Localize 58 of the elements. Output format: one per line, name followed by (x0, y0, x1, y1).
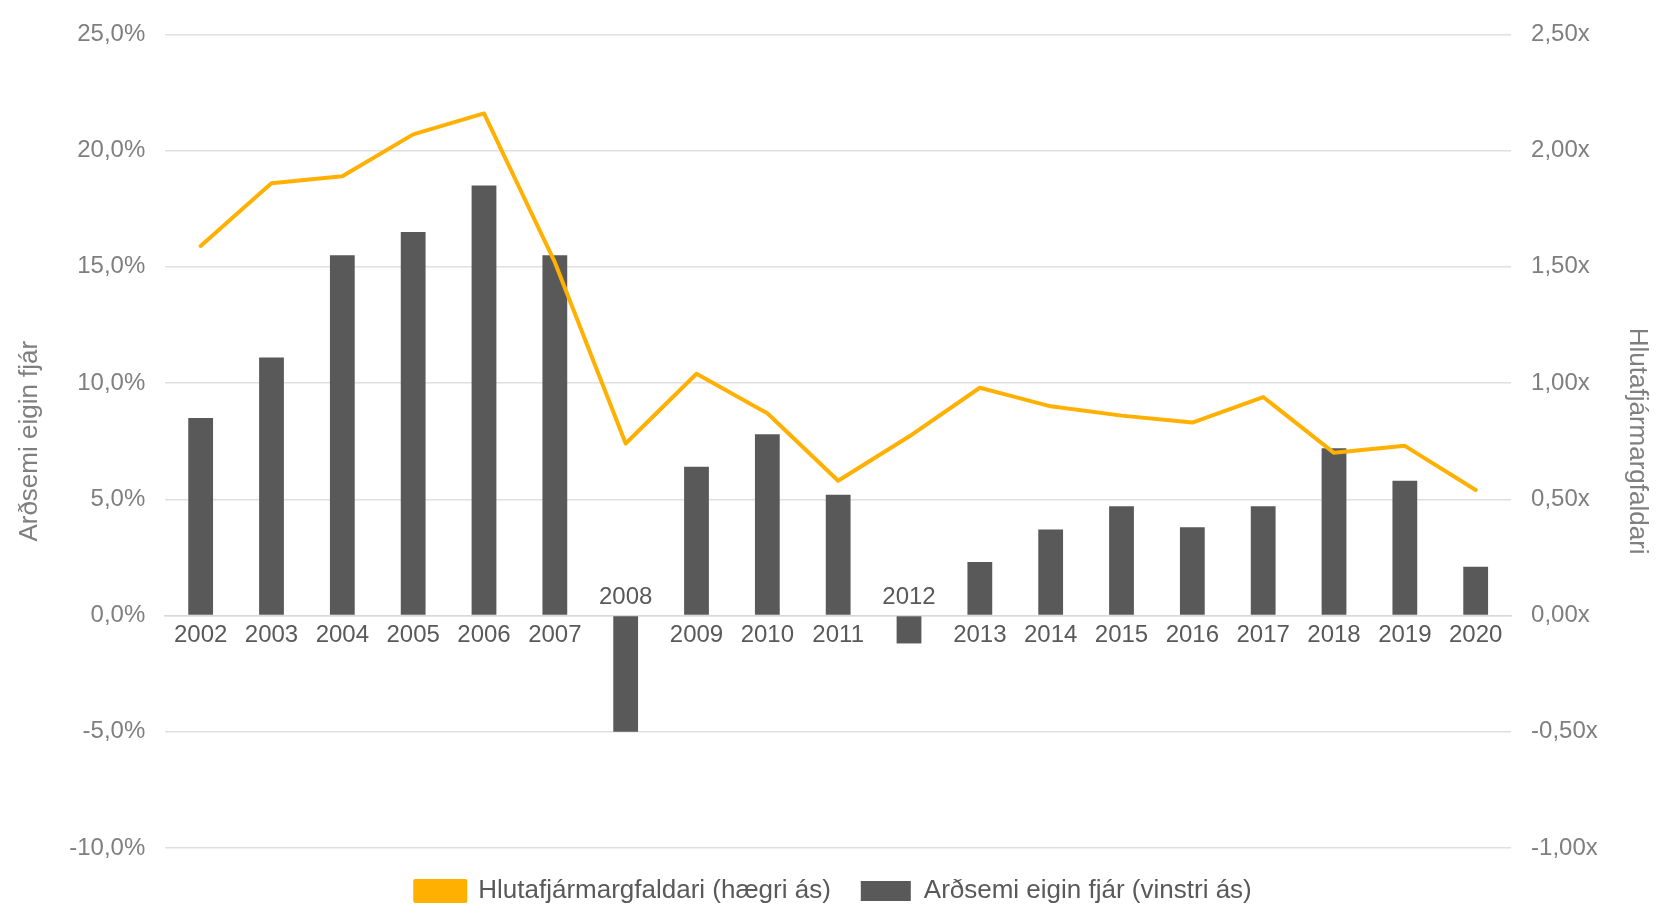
bar (1392, 480, 1418, 615)
bar (188, 417, 214, 615)
bar (1321, 448, 1347, 615)
x-tick-label: 2016 (1165, 620, 1220, 648)
y2-tick-label: -0,50x (1531, 716, 1598, 744)
x-tick-label: 2006 (457, 620, 511, 648)
x-tick-label: 2014 (1023, 620, 1078, 648)
y-tick-label: 10,0% (77, 367, 146, 395)
y2-tick-label: -1,00x (1531, 832, 1598, 860)
bar (896, 616, 922, 644)
bar (471, 185, 497, 615)
bar (400, 231, 426, 615)
bar (1109, 506, 1134, 615)
y-axis-title: Arðsemi eigin fjár (12, 340, 43, 542)
x-tick-label: 2005 (386, 620, 440, 648)
y-tick-label: 20,0% (77, 135, 146, 163)
bar (1038, 529, 1064, 615)
x-tick-label: 2008 (598, 582, 653, 610)
y2-tick-label: 2,00x (1531, 135, 1590, 163)
bar (754, 434, 780, 615)
y2-tick-label: 1,00x (1531, 367, 1590, 395)
y2-tick-label: 1,50x (1531, 251, 1590, 279)
x-tick-label: 2019 (1378, 620, 1432, 648)
bar (613, 616, 639, 732)
y2-tick-label: 2,50x (1531, 19, 1590, 47)
x-tick-label: 2012 (882, 582, 936, 610)
y-tick-label: 15,0% (77, 251, 146, 279)
y-tick-label: 5,0% (90, 483, 146, 511)
bar (684, 466, 709, 615)
x-tick-label: 2011 (812, 620, 864, 648)
y2-axis-title: Hlutafjármargfaldari (1624, 327, 1655, 555)
bar (967, 562, 993, 615)
y-tick-label: 0,0% (90, 600, 146, 628)
y2-tick-label: 0,50x (1531, 483, 1590, 511)
bar (259, 357, 284, 615)
x-tick-label: 2017 (1236, 620, 1290, 648)
x-tick-label: 2010 (740, 620, 795, 648)
x-tick-label: 2018 (1307, 620, 1361, 648)
bar (1179, 527, 1205, 615)
y2-tick-label: 0,00x (1531, 600, 1590, 628)
x-tick-label: 2020 (1448, 620, 1503, 648)
legend-label: Hlutafjármargfaldari (hægri ás) (478, 874, 831, 905)
x-tick-label: 2007 (528, 620, 582, 648)
y-tick-label: 25,0% (77, 19, 146, 47)
y-tick-label: -5,0% (82, 716, 146, 744)
y-tick-label: -10,0% (69, 832, 146, 860)
x-tick-label: 2013 (953, 620, 1007, 648)
legend-label: Arðsemi eigin fjár (vinstri ás) (923, 874, 1252, 905)
bar (542, 255, 568, 615)
x-tick-label: 2003 (244, 620, 299, 648)
bar (825, 494, 851, 615)
x-tick-label: 2015 (1094, 620, 1149, 648)
bar (1463, 566, 1489, 615)
x-tick-label: 2004 (315, 620, 370, 648)
bar (329, 255, 355, 615)
x-tick-label: 2009 (669, 620, 724, 648)
x-tick-label: 2002 (173, 620, 228, 648)
bar (1250, 506, 1276, 615)
